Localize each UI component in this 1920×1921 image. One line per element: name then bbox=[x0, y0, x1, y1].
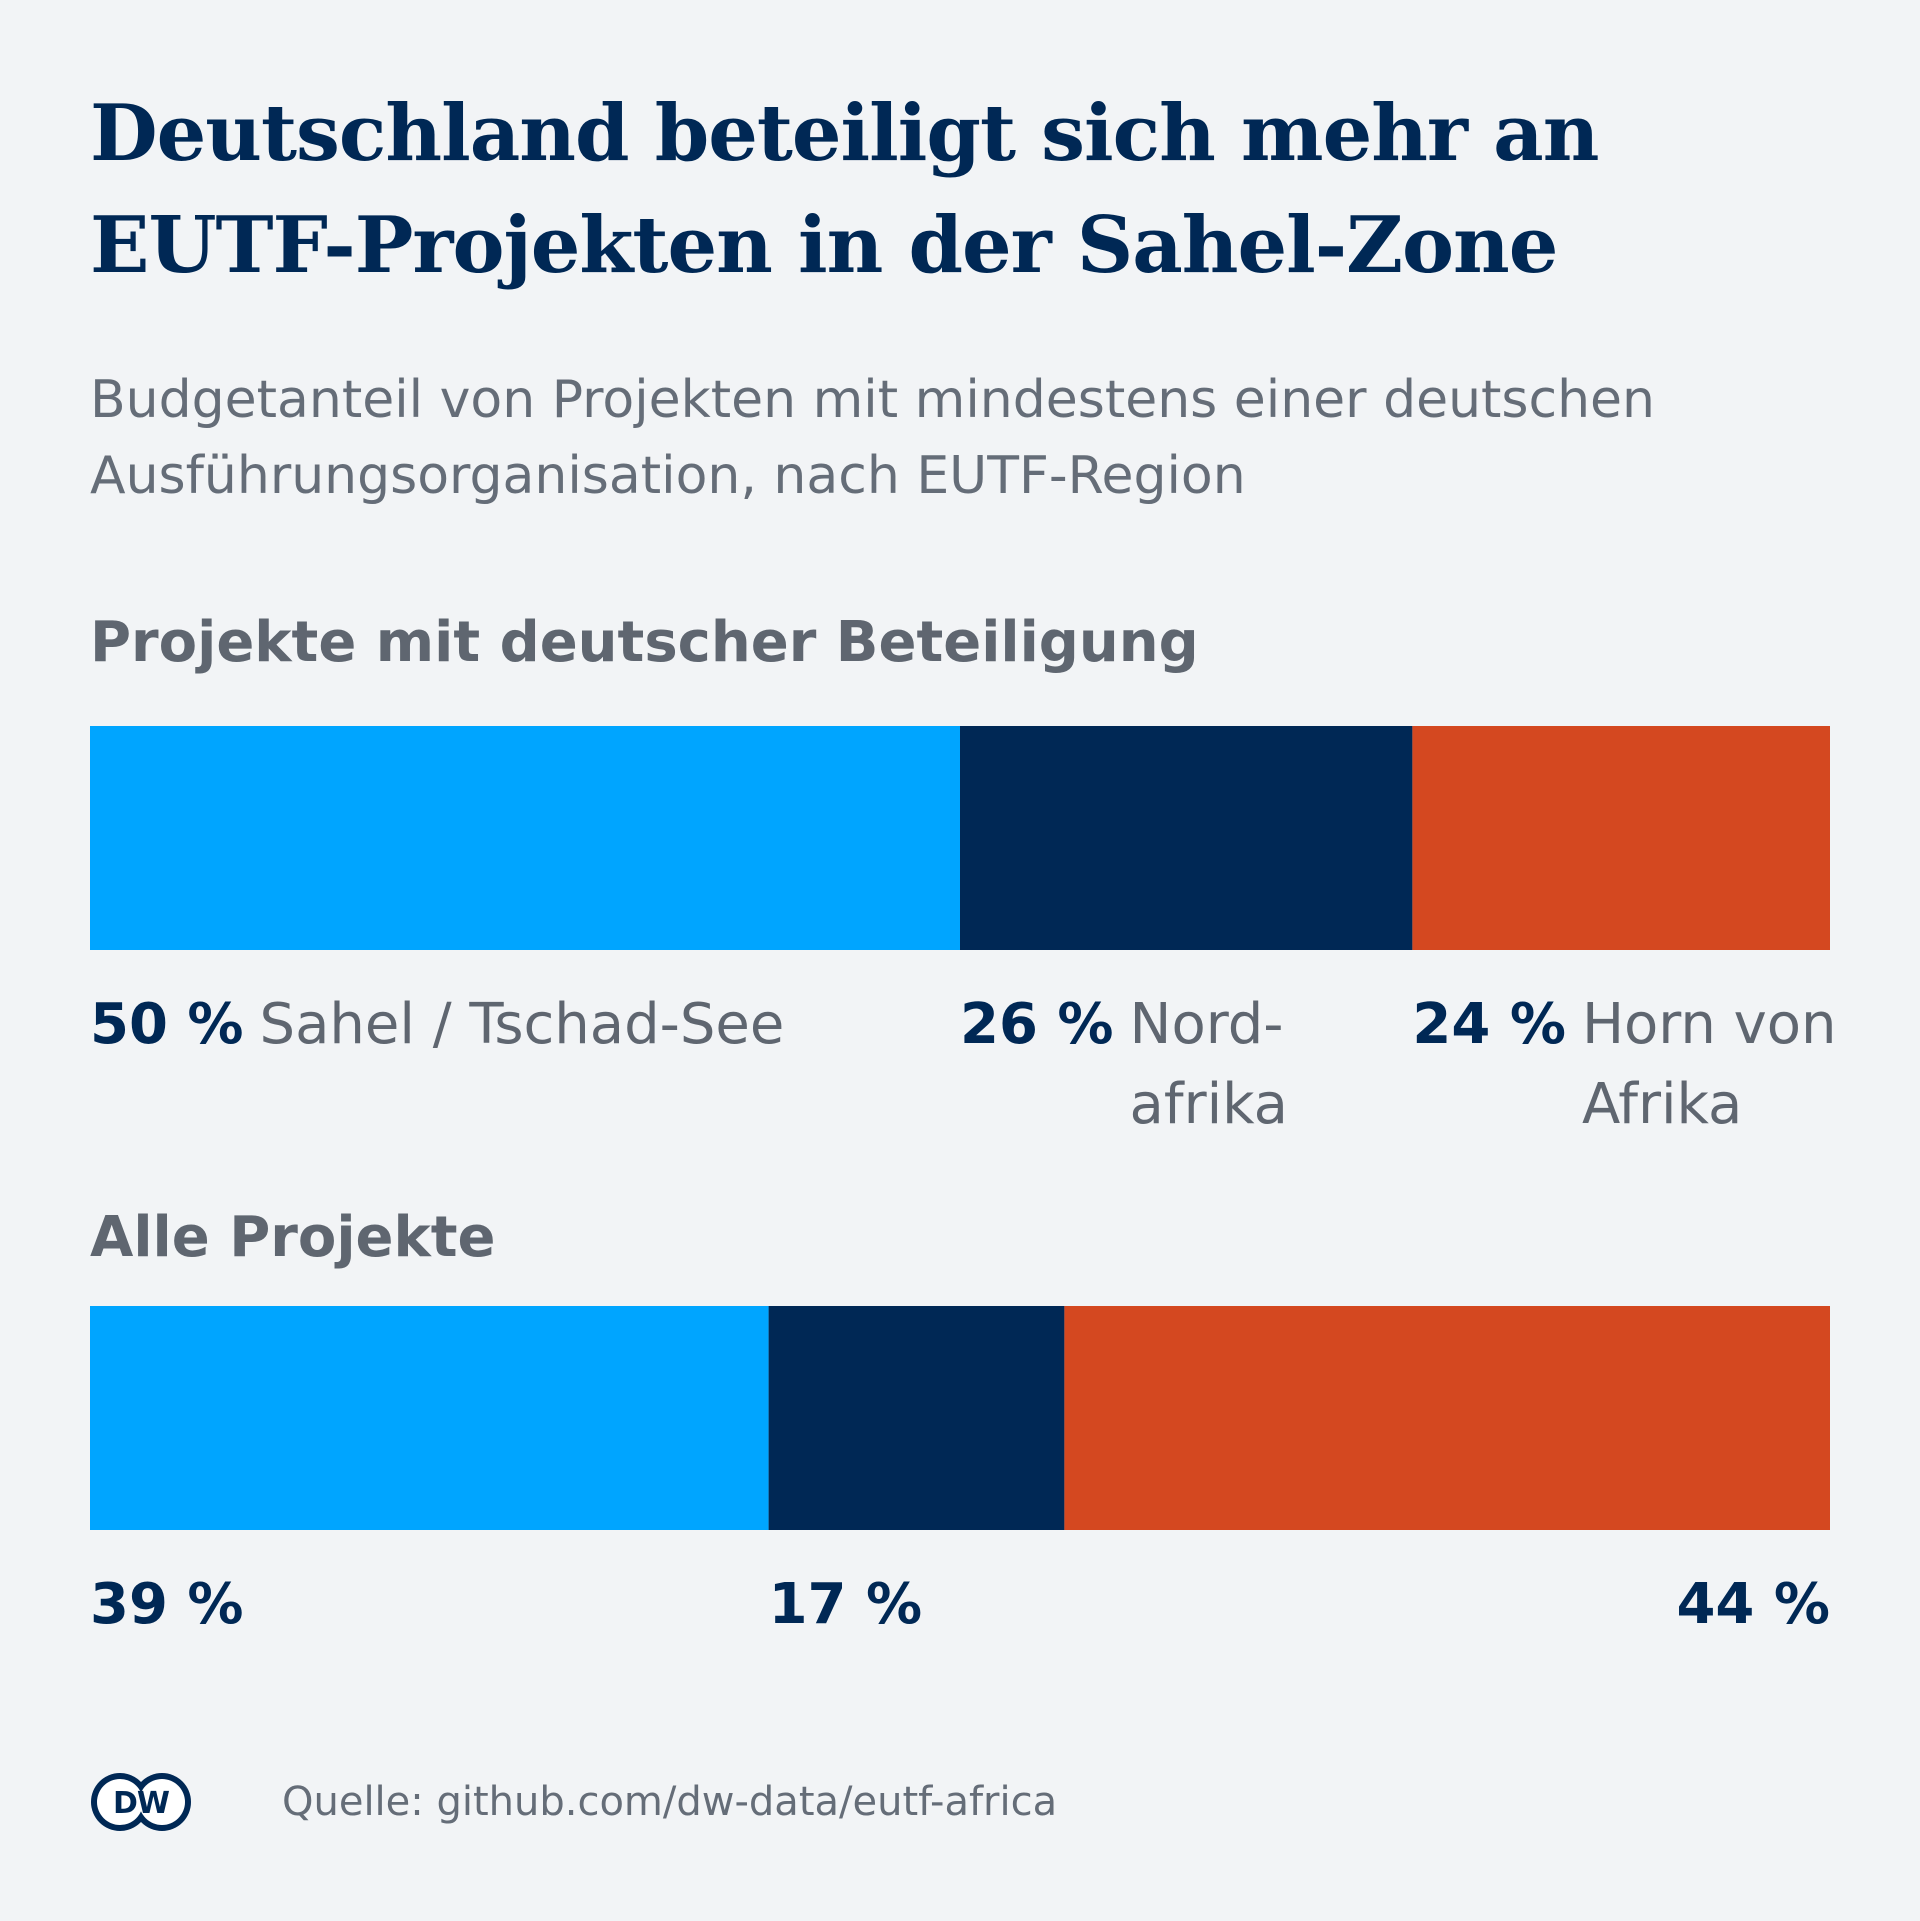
data-label-nordafrika: 17 % bbox=[769, 1565, 923, 1645]
category-label: Horn von Afrika bbox=[1581, 992, 1837, 1137]
bar-segment-sahel-tschad-see bbox=[90, 726, 960, 950]
data-label-horn-von-afrika: 24 % Horn von Afrika bbox=[1412, 985, 1836, 1145]
category-label: Sahel / Tschad-See bbox=[259, 992, 785, 1057]
bar-segment-nordafrika bbox=[768, 1306, 1065, 1530]
value-label: 44 % bbox=[1676, 1572, 1830, 1637]
category-label: Nord-afrika bbox=[1129, 992, 1288, 1137]
stacked-bar-german-participation bbox=[90, 726, 1830, 950]
chart-title: Deutschland beteiligt sich mehr an EUTF-… bbox=[90, 88, 1599, 291]
data-label-sahel-tschad-see: 50 % Sahel / Tschad-See bbox=[90, 985, 784, 1065]
bar-segment-horn-von-afrika bbox=[1412, 726, 1830, 950]
data-label-horn-von-afrika: 44 % bbox=[1676, 1565, 1830, 1645]
section-title-all-projects: Alle Projekte bbox=[90, 1205, 496, 1270]
bar-segment-nordafrika bbox=[960, 726, 1413, 950]
value-label: 24 % bbox=[1412, 992, 1566, 1057]
data-label-nordafrika: 26 % Nord-afrika bbox=[960, 985, 1288, 1145]
stacked-bar-all-projects bbox=[90, 1306, 1830, 1530]
bar-segment-sahel-tschad-see bbox=[90, 1306, 769, 1530]
source-note: Quelle: github.com/dw-data/eutf-africa bbox=[282, 1779, 1058, 1825]
bar-segment-horn-von-afrika bbox=[1064, 1306, 1830, 1530]
svg-text:DW: DW bbox=[113, 1786, 170, 1821]
data-label-sahel-tschad-see: 39 % bbox=[90, 1565, 244, 1645]
section-title-german-participation: Projekte mit deutscher Beteiligung bbox=[90, 610, 1199, 675]
value-label: 50 % bbox=[90, 992, 244, 1057]
value-label: 39 % bbox=[90, 1572, 244, 1637]
chart-subtitle: Budgetanteil von Projekten mit mindesten… bbox=[90, 370, 1656, 506]
dw-logo: DW bbox=[91, 1773, 191, 1831]
value-label: 26 % bbox=[960, 992, 1114, 1057]
value-label: 17 % bbox=[768, 1572, 923, 1637]
